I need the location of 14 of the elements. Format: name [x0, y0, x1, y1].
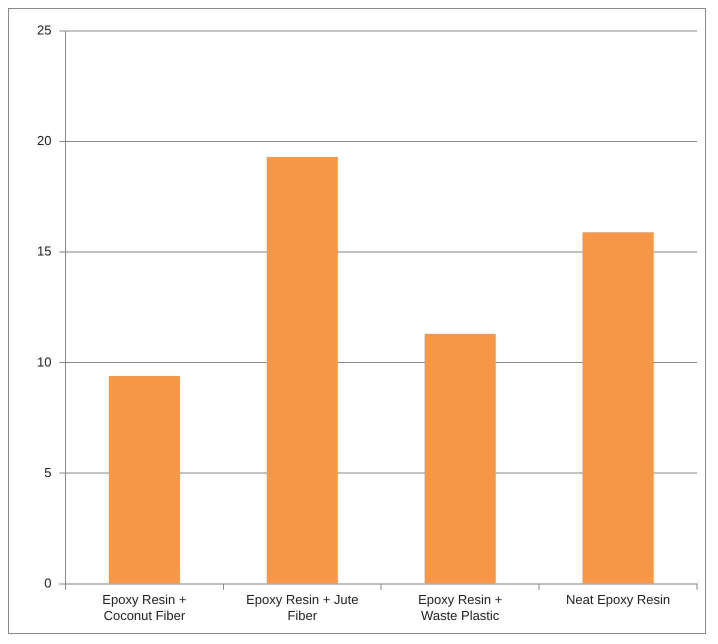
bar	[108, 376, 180, 584]
bar	[424, 334, 496, 584]
x-tick-label: Epoxy Resin + Coconut Fiber	[102, 592, 186, 623]
x-tick-label: Neat Epoxy Resin	[566, 592, 670, 608]
x-tick-label: Epoxy Resin + Waste Plastic	[418, 592, 502, 623]
x-tick-label: Epoxy Resin + Jute Fiber	[246, 592, 358, 623]
y-tick-label: 0	[44, 575, 52, 590]
y-tick-label: 10	[36, 354, 52, 370]
y-tick-label: 15	[36, 244, 52, 259]
y-tick-label: 25	[36, 22, 52, 38]
y-tick-label: 20	[36, 133, 52, 148]
y-tick-label: 5	[44, 464, 52, 480]
bar	[582, 232, 654, 584]
bar	[266, 157, 338, 584]
